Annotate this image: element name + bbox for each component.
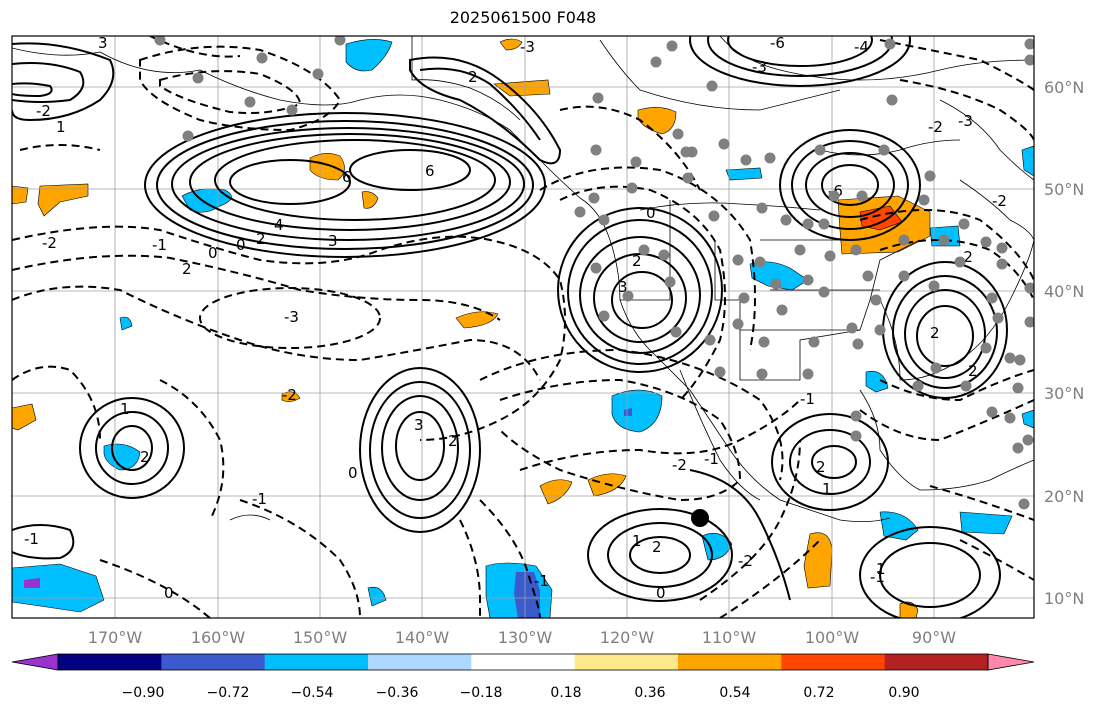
contour-label: 1: [632, 532, 642, 550]
longitude-axis: 170°W 160°W 150°W 140°W 130°W 120°W 110°…: [88, 628, 956, 647]
contour-label: 0: [348, 464, 358, 482]
contour-label: -1: [870, 568, 885, 586]
colorbar-segment: [161, 654, 266, 670]
contour-label: -3: [752, 58, 767, 76]
lon-tick-label: 110°W: [702, 628, 757, 647]
lon-tick-label: 170°W: [88, 628, 143, 647]
lat-tick-label: 50°N: [1044, 180, 1084, 199]
contour-label: 3: [414, 416, 424, 434]
lat-tick-label: 60°N: [1044, 78, 1084, 97]
contour-label: 1: [56, 118, 66, 136]
colorbar-tick-label: −0.54: [291, 685, 334, 701]
contour-label: -2: [36, 102, 51, 120]
contour-label: 2: [256, 230, 266, 248]
lat-tick-label: 40°N: [1044, 282, 1084, 301]
contour-label: -4: [854, 38, 869, 56]
colorbar-tick-label: −0.90: [122, 685, 165, 701]
contour-label: 0: [656, 584, 666, 602]
colorbar-segment: [884, 654, 989, 670]
lon-tick-label: 90°W: [912, 628, 956, 647]
colorbar-tick-label: 0.90: [888, 685, 919, 701]
colorbar-segments: [58, 654, 989, 670]
colorbar-tick-label: 0.72: [803, 685, 834, 701]
contour-label: -2: [42, 234, 57, 252]
contour-label: 3: [618, 278, 628, 296]
contour-label: 2: [968, 362, 978, 380]
colorbar-segment: [58, 654, 162, 670]
contour-label: 6: [425, 162, 435, 180]
contour-label: 1: [120, 400, 130, 418]
contour-label: 0: [164, 584, 174, 602]
contour-label: -2: [282, 386, 297, 404]
lon-tick-label: 120°W: [600, 628, 655, 647]
contour-label: 6: [342, 168, 352, 186]
contour-label: 2: [182, 260, 192, 278]
contour-label: 0: [646, 204, 656, 222]
lon-tick-label: 140°W: [395, 628, 450, 647]
contour-label: -2: [672, 456, 687, 474]
contour-label: 2: [140, 448, 150, 466]
colorbar-segment: [264, 654, 369, 670]
negative-contours: [12, 36, 1034, 618]
contour-label: 3: [328, 232, 338, 250]
lon-tick-label: 130°W: [498, 628, 553, 647]
contour-label: -1: [152, 236, 167, 254]
colorbar-tick-label: −0.72: [207, 685, 250, 701]
lon-tick-label: 150°W: [293, 628, 348, 647]
colorbar-extend-low: [11, 653, 59, 671]
lon-tick-label: 160°W: [191, 628, 246, 647]
station-markers: [154, 36, 1034, 510]
contour-label: -3: [958, 112, 973, 130]
colorbar-tick-label: −0.36: [376, 685, 419, 701]
contour-label: 4: [274, 216, 284, 234]
shaded-regions: [12, 38, 1034, 618]
contour-label: -1: [24, 530, 39, 548]
contour-label: 2: [816, 458, 826, 476]
lat-tick-label: 20°N: [1044, 487, 1084, 506]
colorbar-tick-label: 0.36: [634, 685, 665, 701]
contour-label: -3: [520, 38, 535, 56]
colorbar-segment: [574, 654, 679, 670]
colorbar-tick-label: −0.18: [460, 685, 503, 701]
contour-label: -3: [284, 308, 299, 326]
contour-label: -2: [738, 552, 753, 570]
contour-label: -1: [704, 450, 719, 468]
lon-tick-label: 100°W: [805, 628, 860, 647]
contour-label: -2: [928, 118, 943, 136]
colorbar-tick-label: 0.18: [550, 685, 581, 701]
latitude-axis: 60°N 50°N 40°N 30°N 20°N 10°N: [1044, 78, 1084, 608]
colorbar-extend-high: [987, 653, 1035, 671]
contour-label: -2: [992, 192, 1007, 210]
contour-label: 2: [632, 252, 642, 270]
contour-label: 0: [208, 244, 218, 262]
contour-label: 2: [468, 68, 478, 86]
contour-label: -1: [534, 572, 549, 590]
contour-label: 0: [236, 236, 246, 254]
contour-label: 1: [876, 560, 886, 578]
contour-label: 2: [652, 538, 662, 556]
contour-label: 3: [98, 34, 108, 52]
colorbar-segment: [678, 654, 782, 670]
colorbar-segment: [368, 654, 472, 670]
colorbar-segment: [781, 654, 886, 670]
colorbar: −0.90 −0.72 −0.54 −0.36 −0.18 0.18 0.36 …: [11, 653, 1035, 701]
contour-label: -6: [770, 34, 785, 52]
contour-label: 2: [448, 432, 458, 450]
contour-label: 2: [930, 324, 940, 342]
colorbar-segment: [471, 654, 576, 670]
map-frame: [11, 35, 1035, 619]
contour-label: 1: [822, 480, 832, 498]
lat-tick-label: 10°N: [1044, 589, 1084, 608]
contour-lines: [12, 36, 1008, 618]
contour-labels: 6 6 4 2 3 0 -2 -1 2 0 -3 2 3 3 2 0 -2 -1…: [24, 34, 1007, 602]
contour-label: -1: [800, 390, 815, 408]
storm-center-marker: [691, 509, 709, 527]
colorbar-tick-label: 0.54: [719, 685, 750, 701]
contour-label: -1: [252, 490, 267, 508]
lat-tick-label: 30°N: [1044, 384, 1084, 403]
figure-title: 2025061500 F048: [449, 8, 597, 27]
